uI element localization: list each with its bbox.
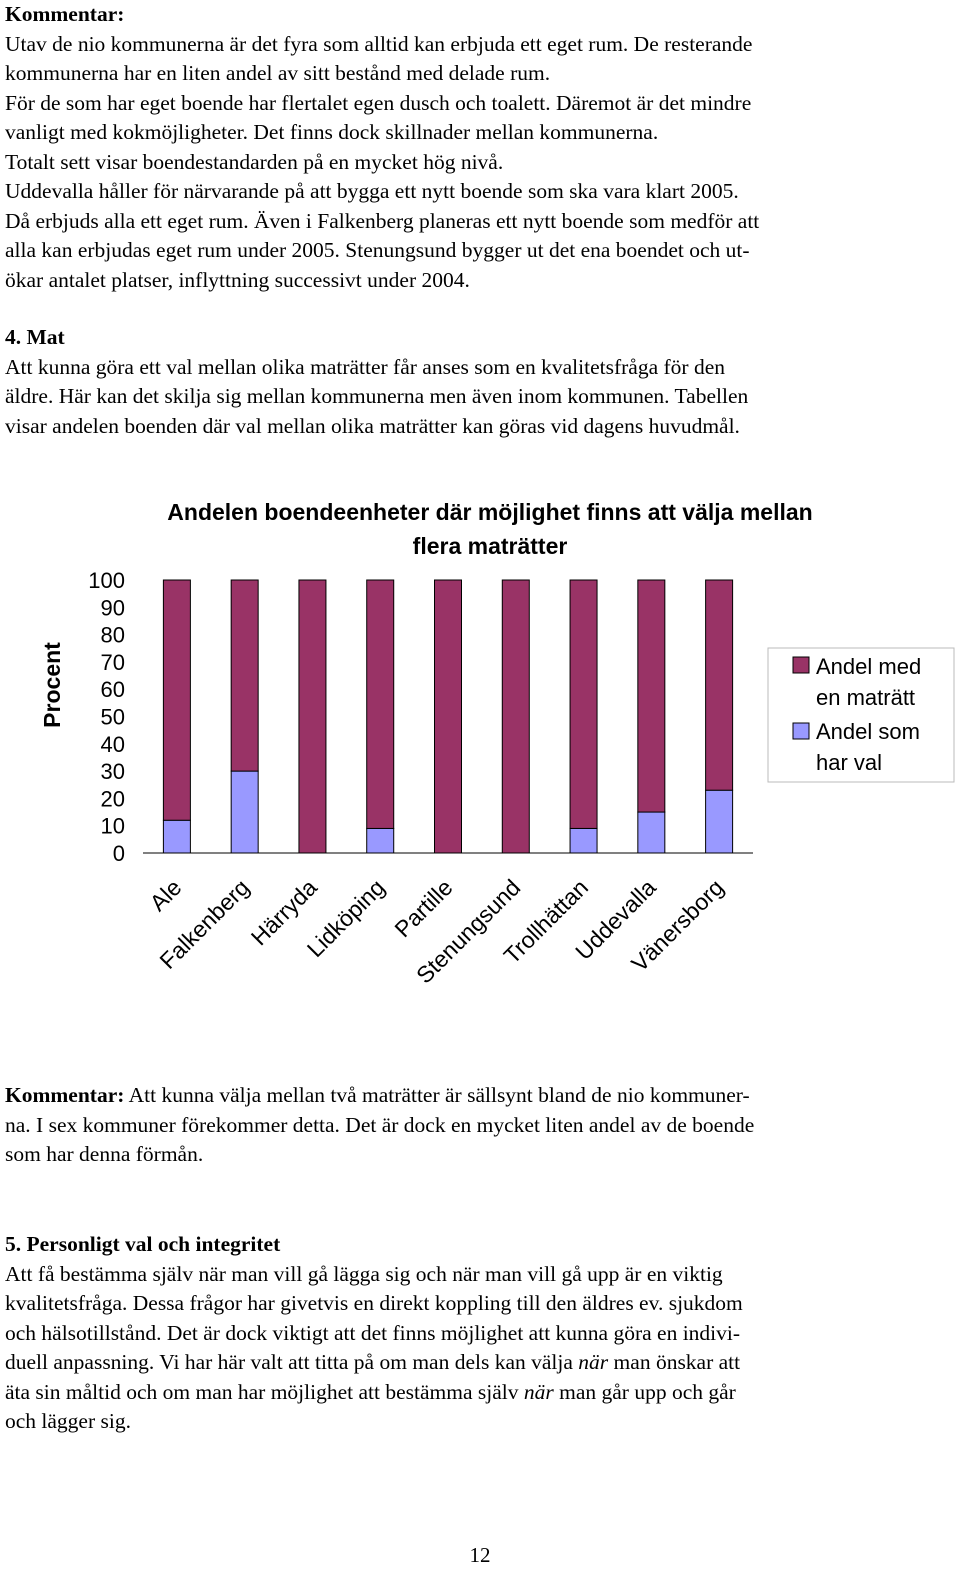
bar-segment <box>501 579 530 854</box>
bar-segment <box>569 579 598 829</box>
section-line: kvalitetsfråga. Dessa frågor har givetvi… <box>5 1291 743 1315</box>
x-tick-label: Ale <box>145 874 187 916</box>
y-axis-label: Procent <box>39 642 65 728</box>
section-line-text: man går upp och går <box>553 1379 736 1404</box>
bar-segment <box>162 819 191 854</box>
legend-label-has-choice: Andel som <box>816 719 920 744</box>
comment-line: Uddevalla håller för närvarande på att b… <box>5 179 739 203</box>
y-tick-label: 80 <box>101 623 125 648</box>
chart-title-line: Andelen boendeenheter där möjlighet finn… <box>167 499 812 525</box>
comment-paragraph-1: Kommentar: Utav de nio kommunerna är det… <box>5 0 945 295</box>
bar-segment <box>705 579 734 791</box>
section-personligt-val: 5. Personligt val och integritet Att få … <box>5 1230 945 1437</box>
legend-swatch-one-dish <box>792 656 810 674</box>
legend-label-one-dish: en maträtt <box>816 685 915 710</box>
comment-line: För de som har eget boende har flertalet… <box>5 90 752 115</box>
section-line-text: äta sin måltid och om man har möjlighet … <box>5 1379 524 1404</box>
section-mat: 4. Mat Att kunna göra ett val mellan oli… <box>5 323 945 441</box>
section-heading: 4. Mat <box>5 325 65 349</box>
comment-line-rest: Att kunna välja mellan två maträtter är … <box>124 1083 750 1107</box>
section-line: visar andelen boenden där val mellan oli… <box>5 413 740 438</box>
comment-line: Totalt sett visar boendestandarden på en… <box>5 149 504 174</box>
section-heading: 5. Personligt val och integritet <box>5 1232 281 1256</box>
bar-segment <box>434 579 462 854</box>
section-line-italic: när <box>523 1379 554 1404</box>
bars <box>162 579 734 854</box>
bar-segment <box>298 579 327 854</box>
x-tick-label: Partille <box>389 874 457 942</box>
comment-line: Utav de nio kommunerna är det fyra som a… <box>5 31 753 56</box>
comment-line: Då erbjuds alla ett eget rum. Även i Fal… <box>5 208 760 233</box>
bar-segment <box>637 811 666 854</box>
legend: Andel med en maträtt Andel som har val <box>767 647 955 783</box>
legend-box <box>767 647 955 783</box>
y-tick-label: 100 <box>88 568 125 593</box>
bar-segment <box>162 579 191 821</box>
comment-line: ökar antalet platser, inflyttning succes… <box>5 267 470 292</box>
bar-segment <box>366 827 395 854</box>
bar-segment <box>230 579 259 772</box>
section-line-italic: när <box>578 1350 609 1374</box>
chart-title-line: flera maträtter <box>413 533 568 559</box>
y-tick-label: 20 <box>101 786 125 811</box>
legend-label-one-dish: Andel med <box>816 654 921 679</box>
comment-line: som har denna förmån. <box>5 1142 204 1166</box>
section-line: äldre. Här kan det skilja sig mellan kom… <box>5 384 749 408</box>
section-line: duell anpassning. Vi har här valt att ti… <box>5 1348 945 1378</box>
section-line-text: duell anpassning. Vi har här valt att ti… <box>5 1350 579 1374</box>
legend-label-has-choice: har val <box>816 750 882 775</box>
y-tick-label: 10 <box>101 814 125 839</box>
y-tick-label: 90 <box>101 595 125 620</box>
legend-swatch-has-choice <box>792 722 810 740</box>
comment-line: alla kan erbjudas eget rum under 2005. S… <box>5 238 750 262</box>
bar-segment <box>366 579 395 829</box>
comment-paragraph-2: Kommentar: Att kunna välja mellan två ma… <box>5 1081 945 1170</box>
chart-title: Andelen boendeenheter där möjlighet finn… <box>167 499 812 559</box>
page-number: 12 <box>469 1543 491 1567</box>
bar-segment <box>705 789 734 854</box>
bar-segment <box>637 579 666 813</box>
y-tick-label: 0 <box>113 841 125 866</box>
y-tick-label: 50 <box>101 705 125 730</box>
bar-segment <box>569 827 598 854</box>
section-line: Att kunna göra ett val mellan olika matr… <box>5 354 725 379</box>
section-line: och hälsotillstånd. Det är dock viktigt … <box>5 1320 741 1345</box>
stacked-bar-chart: Andelen boendeenheter där möjlighet finn… <box>39 499 955 988</box>
y-tick-label: 30 <box>101 759 125 784</box>
section-line: och lägger sig. <box>5 1409 131 1433</box>
section-line: äta sin måltid och om man har möjlighet … <box>5 1378 945 1408</box>
comment-heading: Kommentar: <box>5 2 125 26</box>
comment-line: vanligt med kokmöjligheter. Det finns do… <box>5 120 659 144</box>
y-tick-label: 70 <box>101 650 125 675</box>
y-tick-label: 60 <box>101 677 125 702</box>
comment-line: na. I sex kommuner förekommer detta. Det… <box>5 1112 755 1137</box>
comment-line: kommunerna har en liten andel av sitt be… <box>5 61 551 85</box>
comment-heading: Kommentar: <box>5 1083 125 1107</box>
y-tick-label: 40 <box>101 732 125 757</box>
section-line: Att få bestämma själv när man vill gå lä… <box>5 1261 723 1286</box>
bar-segment <box>230 770 259 854</box>
section-line-text: man önskar att <box>608 1350 741 1374</box>
comment-first-line: Kommentar: Att kunna välja mellan två ma… <box>5 1081 945 1111</box>
